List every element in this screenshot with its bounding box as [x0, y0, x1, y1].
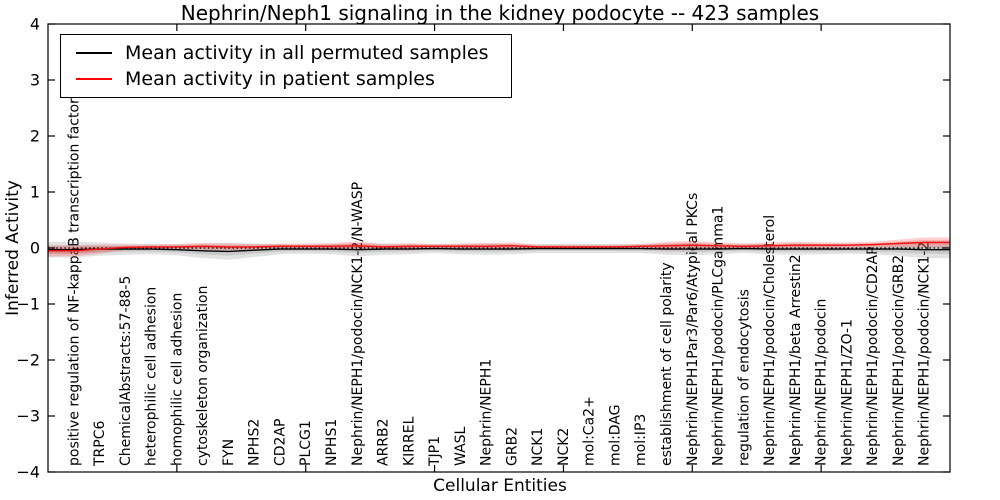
x-tick-label: mol:Ca2+ [582, 396, 598, 466]
x-tick-label: Nephrin/NEPH1/ZO-1 [839, 319, 855, 466]
patient-mean-line [48, 241, 950, 252]
permuted-mean-line [48, 247, 950, 253]
legend-label-permuted: Mean activity in all permuted samples [125, 41, 489, 64]
x-tick-label: establishment of cell polarity [659, 262, 675, 466]
x-tick-label: Nephrin/NEPH1/podocin/NCK1-2/N-WASP [350, 182, 366, 466]
x-tick-label: PLCG1 [298, 420, 314, 466]
y-tick-label: 1 [30, 183, 40, 202]
x-tick-label: Nephrin/NEPH1/podocin [814, 299, 830, 466]
x-tick-label: TJP1 [427, 436, 443, 467]
x-tick-label: TRPC6 [92, 421, 108, 467]
x-tick-label: Nephrin/NEPH1/podocin/CD2AP [865, 246, 881, 466]
x-tick-label: Nephrin/NEPH1/podocin/PLCgamma1 [711, 206, 727, 466]
legend-item-permuted: Mean activity in all permuted samples [76, 42, 511, 64]
x-tick-label: homophilic cell adhesion [169, 293, 185, 466]
patient-line-swatch-icon [76, 78, 112, 81]
y-tick-label: 3 [30, 71, 40, 90]
x-tick-label: mol:IP3 [633, 414, 649, 466]
x-tick-label: NPHS1 [324, 419, 340, 466]
x-tick-label: positive regulation of NF-kappaB transcr… [66, 42, 82, 466]
x-tick-label: ChemicalAbstracts:57-88-5 [118, 276, 134, 466]
axis-ticks [48, 23, 950, 473]
y-tick-label: −2 [16, 351, 40, 370]
x-tick-label: Nephrin/NEPH1/beta Arrestin2 [788, 254, 804, 466]
permuted-line-swatch-icon [76, 51, 112, 54]
x-tick-label: Nephrin/NEPH1/podocin/NCK1-2 [917, 242, 933, 466]
y-tick-label: 2 [30, 127, 40, 146]
legend-label-patient: Mean activity in patient samples [125, 68, 435, 91]
legend: Mean activity in all permuted samples Me… [60, 34, 512, 98]
y-tick-label: 4 [30, 15, 40, 34]
x-tick-label: Nephrin/NEPH1Par3/Par6/Atypical PKCs [685, 193, 701, 466]
x-tick-label: NCK2 [556, 428, 572, 466]
x-tick-label: cytoskeleton organization [195, 286, 211, 466]
x-tick-label: FYN [221, 439, 237, 466]
x-tick-labels: positive regulation of NF-kappaB transcr… [66, 42, 932, 467]
y-tick-label: −4 [16, 463, 40, 482]
x-tick-label: Nephrin/NEPH1 [479, 359, 495, 466]
x-tick-label: Nephrin/NEPH1/podocin/Cholesterol [762, 215, 778, 466]
x-tick-label: GRB2 [504, 427, 520, 466]
x-tick-label: ARRB2 [376, 418, 392, 466]
chart-title: Nephrin/Neph1 signaling in the kidney po… [180, 1, 820, 25]
legend-item-patient: Mean activity in patient samples [76, 68, 511, 90]
y-tick-label: −3 [16, 407, 40, 426]
x-tick-label: regulation of endocytosis [736, 289, 752, 466]
x-tick-label: KIRREL [401, 416, 417, 466]
x-tick-label: WASL [453, 426, 469, 466]
x-axis-label: Cellular Entities [433, 476, 567, 496]
y-tick-label: 0 [30, 239, 40, 258]
x-tick-label: heterophilic cell adhesion [144, 287, 160, 466]
x-tick-label: NCK1 [530, 428, 546, 466]
x-tick-label: NPHS2 [247, 419, 263, 466]
y-tick-label: −1 [16, 295, 40, 314]
x-tick-label: Nephrin/NEPH1/podocin/GRB2 [891, 255, 907, 466]
x-tick-label: mol:DAG [607, 404, 623, 466]
x-tick-label: CD2AP [272, 419, 288, 466]
